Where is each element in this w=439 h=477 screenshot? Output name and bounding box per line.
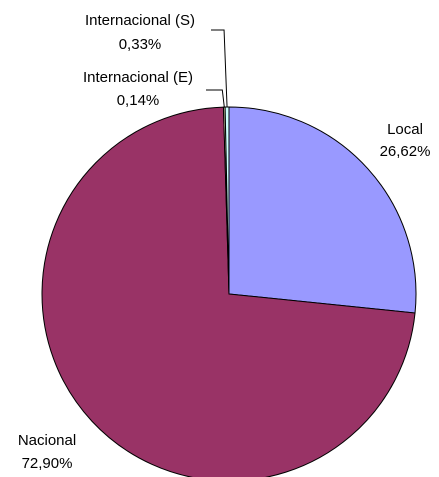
slice-label: Internacional (E) [83, 69, 193, 86]
slice-label: Internacional (S) [85, 12, 195, 29]
slice-label: Nacional [18, 432, 76, 449]
slice-label: Local [387, 121, 423, 138]
slice-value-label: 26,62% [380, 143, 431, 160]
slice-value-label: 72,90% [22, 455, 73, 472]
slice-value-label: 0,33% [119, 36, 162, 53]
labels: Local 26,62% Nacional 72,90% Internacional (… [18, 12, 431, 472]
slice-value-label: 0,14% [117, 92, 160, 109]
leader-line [211, 29, 228, 108]
pie [41, 106, 417, 477]
pie-slice [228, 106, 417, 314]
leader-line [206, 89, 225, 108]
